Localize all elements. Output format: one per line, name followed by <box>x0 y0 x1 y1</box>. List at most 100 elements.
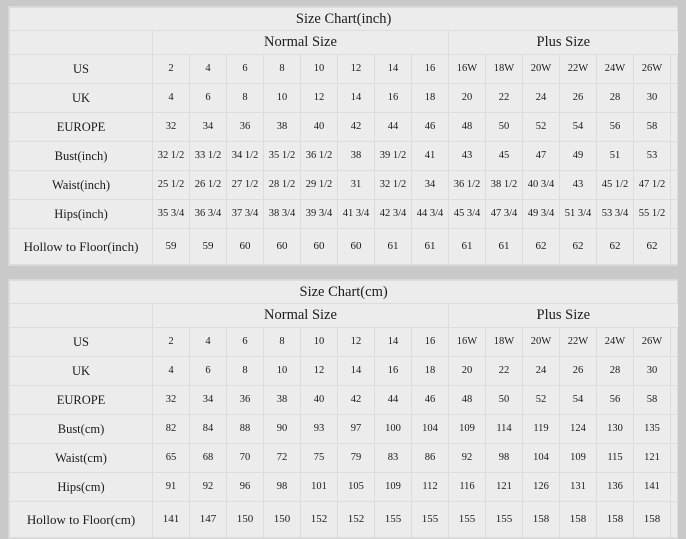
data-cell: 44 <box>374 385 412 415</box>
data-cell: 36 1/2 <box>300 141 338 171</box>
data-cell: 93 <box>300 414 338 444</box>
data-cell: 45 1/2 <box>596 170 634 200</box>
data-cell: 101 <box>300 472 338 502</box>
row-label: Hollow to Floor(cm) <box>9 501 153 538</box>
data-cell: 109 <box>448 414 486 444</box>
row-tail-filler <box>669 385 679 415</box>
data-cell: 20W <box>522 327 560 357</box>
data-cell: 54 <box>559 385 597 415</box>
group-header-normal-size: Normal Size <box>152 303 449 328</box>
row-label: Bust(inch) <box>9 141 153 171</box>
data-cell: 62 <box>633 228 671 265</box>
data-cell: 119 <box>522 414 560 444</box>
data-cell: 32 <box>152 385 190 415</box>
data-cell: 24 <box>522 83 560 113</box>
data-cell: 147 <box>189 501 227 538</box>
data-cell: 36 1/2 <box>448 170 486 200</box>
data-cell: 141 <box>633 472 671 502</box>
data-cell: 52 <box>522 385 560 415</box>
size-chart-table-cm: Size Chart(cm) Normal Size Plus Size US 2 4 6 8… <box>8 280 679 538</box>
row-label: Waist(inch) <box>9 170 153 200</box>
row-tail-filler <box>669 112 679 142</box>
data-cell: 30 <box>633 356 671 386</box>
data-cell: 104 <box>522 443 560 473</box>
data-cell: 14 <box>374 54 412 84</box>
size-chart-table-inch: Size Chart(inch) Normal Size Plus Size US 2 4… <box>8 7 679 265</box>
data-cell: 49 3/4 <box>522 199 560 229</box>
data-cell: 135 <box>633 414 671 444</box>
data-cell: 70 <box>226 443 264 473</box>
data-cell: 34 <box>189 385 227 415</box>
data-cell: 45 3/4 <box>448 199 486 229</box>
data-cell: 131 <box>559 472 597 502</box>
data-cell: 92 <box>448 443 486 473</box>
data-cell: 10 <box>300 54 338 84</box>
data-cell: 100 <box>374 414 412 444</box>
data-cell: 6 <box>226 54 264 84</box>
data-cell: 43 <box>448 141 486 171</box>
data-cell: 27 1/2 <box>226 170 264 200</box>
data-cell: 38 <box>263 112 301 142</box>
row-label: Hips(inch) <box>9 199 153 229</box>
data-cell: 155 <box>485 501 523 538</box>
data-cell: 6 <box>226 327 264 357</box>
table-row: Bust(inch) 32 1/2 33 1/2 34 1/2 35 1/2 36 1/2… <box>9 141 679 171</box>
data-cell: 150 <box>226 501 264 538</box>
data-cell: 20W <box>522 54 560 84</box>
data-cell: 10 <box>300 327 338 357</box>
table-row: US 2 4 6 8 10 12 14 16 16W 18W 20W 22W 24W 26W <box>9 54 679 84</box>
table-row: Waist(cm) 65 68 70 72 75 79 83 86 92 98 104 109 115 12… <box>9 443 679 473</box>
table-row: UK 4 6 8 10 12 14 16 18 20 22 24 26 28 30 <box>9 356 679 386</box>
data-cell: 152 <box>337 501 375 538</box>
data-cell: 126 <box>522 472 560 502</box>
row-label: Hips(cm) <box>9 472 153 502</box>
data-cell: 8 <box>263 54 301 84</box>
data-cell: 105 <box>337 472 375 502</box>
data-cell: 59 <box>152 228 190 265</box>
data-cell: 16W <box>448 54 486 84</box>
data-cell: 31 <box>337 170 375 200</box>
data-cell: 51 <box>596 141 634 171</box>
data-cell: 41 <box>411 141 449 171</box>
table-row: UK 4 6 8 10 12 14 16 18 20 22 24 26 28 30 <box>9 83 679 113</box>
data-cell: 43 <box>559 170 597 200</box>
data-cell: 53 3/4 <box>596 199 634 229</box>
data-cell: 26W <box>633 327 671 357</box>
data-cell: 38 1/2 <box>485 170 523 200</box>
data-cell: 36 3/4 <box>189 199 227 229</box>
data-cell: 121 <box>485 472 523 502</box>
data-cell: 45 <box>485 141 523 171</box>
data-cell: 18 <box>411 356 449 386</box>
group-header-row: Normal Size Plus Size <box>9 303 678 328</box>
data-cell: 18W <box>485 54 523 84</box>
row-label: EUROPE <box>9 112 153 142</box>
data-cell: 109 <box>374 472 412 502</box>
data-cell: 14 <box>337 83 375 113</box>
row-tail-filler <box>669 356 679 386</box>
data-cell: 150 <box>263 501 301 538</box>
data-cell: 2 <box>152 327 190 357</box>
chart-title-row: Size Chart(cm) <box>8 280 679 304</box>
data-cell: 65 <box>152 443 190 473</box>
data-cell: 24W <box>596 54 634 84</box>
data-cell: 62 <box>559 228 597 265</box>
table-row: US 2 4 6 8 10 12 14 16 16W 18W 20W 22W 24W 26W <box>9 327 679 357</box>
data-cell: 38 <box>263 385 301 415</box>
data-cell: 12 <box>300 83 338 113</box>
data-cell: 36 <box>226 385 264 415</box>
data-cell: 39 1/2 <box>374 141 412 171</box>
data-cell: 112 <box>411 472 449 502</box>
data-cell: 18 <box>411 83 449 113</box>
row-tail-filler <box>669 54 679 84</box>
data-cell: 10 <box>263 356 301 386</box>
data-cell: 16 <box>411 327 449 357</box>
row-label: US <box>9 54 153 84</box>
data-cell: 83 <box>374 443 412 473</box>
data-cell: 79 <box>337 443 375 473</box>
data-cell: 98 <box>485 443 523 473</box>
data-cell: 34 1/2 <box>226 141 264 171</box>
data-cell: 55 1/2 <box>633 199 671 229</box>
data-cell: 97 <box>337 414 375 444</box>
chart-title-row: Size Chart(inch) <box>8 7 679 31</box>
